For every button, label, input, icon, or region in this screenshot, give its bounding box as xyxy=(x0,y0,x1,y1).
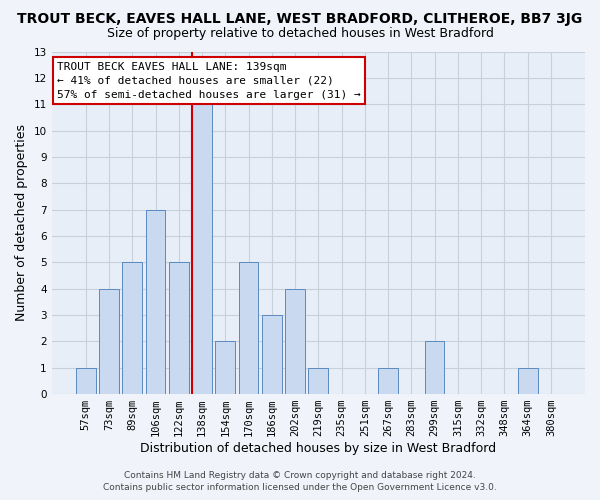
Bar xyxy=(518,368,538,394)
Bar xyxy=(285,288,305,394)
Bar xyxy=(239,262,259,394)
Bar xyxy=(425,342,445,394)
Bar xyxy=(76,368,95,394)
Bar xyxy=(308,368,328,394)
Bar xyxy=(215,342,235,394)
Text: Size of property relative to detached houses in West Bradford: Size of property relative to detached ho… xyxy=(107,28,493,40)
Y-axis label: Number of detached properties: Number of detached properties xyxy=(15,124,28,322)
Bar xyxy=(99,288,119,394)
Bar xyxy=(262,315,282,394)
Text: TROUT BECK, EAVES HALL LANE, WEST BRADFORD, CLITHEROE, BB7 3JG: TROUT BECK, EAVES HALL LANE, WEST BRADFO… xyxy=(17,12,583,26)
Bar xyxy=(378,368,398,394)
X-axis label: Distribution of detached houses by size in West Bradford: Distribution of detached houses by size … xyxy=(140,442,496,455)
Bar xyxy=(146,210,166,394)
Bar xyxy=(192,104,212,394)
Bar xyxy=(169,262,188,394)
Text: TROUT BECK EAVES HALL LANE: 139sqm
← 41% of detached houses are smaller (22)
57%: TROUT BECK EAVES HALL LANE: 139sqm ← 41%… xyxy=(57,62,361,100)
Bar xyxy=(122,262,142,394)
Text: Contains HM Land Registry data © Crown copyright and database right 2024.
Contai: Contains HM Land Registry data © Crown c… xyxy=(103,471,497,492)
